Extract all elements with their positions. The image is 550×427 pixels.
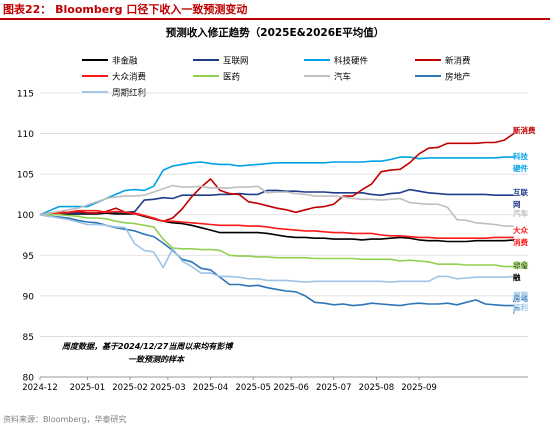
- y-tick-label: 90: [23, 292, 35, 302]
- series-end-label: 房地: [513, 293, 528, 303]
- series-end-label: 互联: [513, 187, 528, 197]
- legend-label: 房地产: [445, 72, 471, 83]
- y-tick-label: 105: [17, 171, 34, 181]
- chart-annotation: 一致预测的样本: [128, 355, 185, 364]
- legend-label: 新消费: [445, 56, 471, 67]
- series-line: [39, 209, 514, 239]
- series-end-label: 融: [513, 272, 521, 282]
- header-rule: [0, 18, 550, 20]
- chart-title: 预测收入修正趋势（2025E&2026E平均值）: [166, 26, 384, 39]
- x-tick-label: 2025-03: [150, 383, 186, 393]
- chart-annotation: 周度数据，基于2024/12/27当周以来均有彭博: [61, 342, 234, 351]
- x-tick-label: 2025-09: [401, 383, 437, 393]
- y-tick-label: 100: [17, 211, 34, 221]
- legend-label: 非金融: [112, 56, 138, 67]
- x-tick-label: 2025-08: [359, 383, 395, 393]
- legend-label: 汽车: [334, 72, 351, 83]
- x-tick-label: 2025-06: [273, 383, 309, 393]
- series-end-label: 消费: [513, 237, 528, 247]
- series-end-label: 产: [513, 305, 521, 315]
- series-end-label: 大众: [513, 225, 528, 235]
- legend-label: 科技硬件: [334, 56, 369, 67]
- x-tick-label: 2024-12: [22, 383, 58, 393]
- x-tick-label: 2025-07: [316, 383, 352, 393]
- series-line: [39, 156, 514, 216]
- series-line: [40, 213, 514, 268]
- y-tick-label: 95: [23, 252, 34, 262]
- series-line: [40, 212, 514, 243]
- series-end-label: 医药: [513, 260, 528, 270]
- x-tick-label: 2025-01: [70, 383, 106, 393]
- x-tick-label: 2025-05: [235, 383, 271, 393]
- source-note: 资料来源：Bloomberg，华泰研究: [3, 415, 127, 424]
- legend-label: 互联网: [223, 57, 249, 67]
- series-end-label: 网: [513, 200, 521, 209]
- legend-label: 大众消费: [112, 72, 147, 83]
- series-end-label: 硬件: [513, 163, 528, 173]
- y-tick-label: 110: [17, 130, 34, 140]
- figure-header: 图表22： Bloomberg 口径下收入一致预测变动: [0, 0, 550, 20]
- y-tick-label: 115: [17, 90, 34, 100]
- series-end-label: 科技: [513, 151, 528, 161]
- series-line: [39, 213, 514, 307]
- series-end-label: 周期: [513, 290, 528, 300]
- y-tick-label: 85: [23, 333, 34, 343]
- x-tick-label: 2025-04: [193, 383, 229, 393]
- series-end-label: 非金: [513, 260, 528, 270]
- series-end-label: 汽车: [513, 208, 528, 218]
- legend-label: 医药: [223, 72, 240, 83]
- series-end-label: 新消费: [513, 125, 536, 135]
- series-line: [39, 213, 514, 283]
- series-line: [39, 188, 514, 216]
- series-line: [39, 132, 515, 222]
- y-tick-label: 80: [23, 374, 35, 384]
- series-line: [39, 184, 514, 227]
- figure-title: 图表22： Bloomberg 口径下收入一致预测变动: [3, 3, 248, 16]
- series-end-label: 红利: [513, 302, 528, 312]
- revenue-revision-chart: 预测收入修正趋势（2025E&2026E平均值）非金融 互联网 科技硬件 新消费大众消…: [17, 26, 536, 393]
- x-tick-label: 2025-02: [112, 383, 148, 393]
